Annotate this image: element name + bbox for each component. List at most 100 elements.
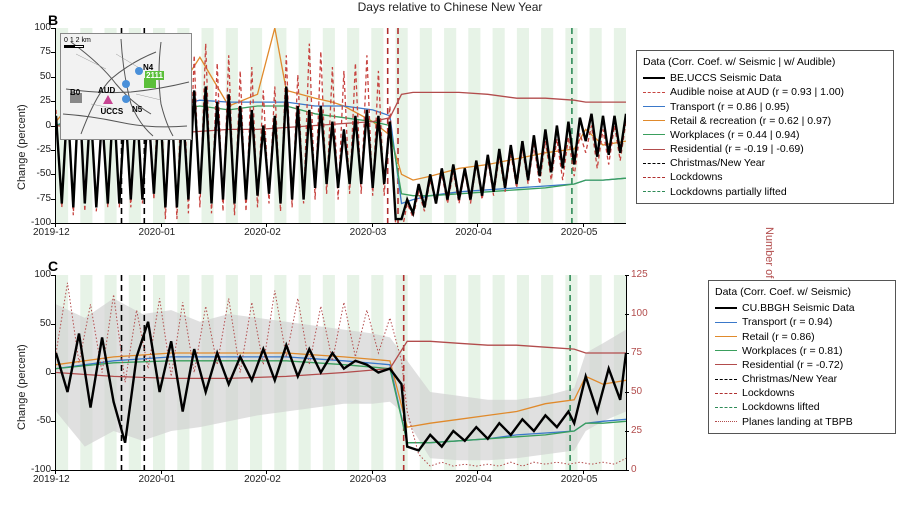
xtick-label: 2020-04 bbox=[455, 474, 492, 485]
ytick-label: -25 bbox=[21, 144, 51, 155]
legend-row: Transport (r = 0.94) bbox=[715, 315, 889, 329]
ytick-label: 25 bbox=[21, 95, 51, 106]
legend-swatch bbox=[643, 149, 665, 150]
xtick-label: 2020-03 bbox=[350, 474, 387, 485]
legend-label: Residential (r = -0.19 | -0.69) bbox=[670, 142, 804, 156]
legend-label: Workplaces (r = 0.81) bbox=[742, 344, 842, 358]
xtick-label: 2020-04 bbox=[455, 227, 492, 238]
legend-label: Planes landing at TBPB bbox=[742, 415, 853, 429]
legend-swatch bbox=[643, 163, 665, 164]
ytick2-label: 25 bbox=[631, 425, 642, 436]
legend-label: Retail & recreation (r = 0.62 | 0.97) bbox=[670, 114, 831, 128]
legend-label: Transport (r = 0.94) bbox=[742, 315, 832, 329]
ytick2-label: 125 bbox=[631, 269, 648, 280]
map-station-UCCS bbox=[103, 95, 113, 104]
legend-label: Lockdowns partially lifted bbox=[670, 185, 787, 199]
panel-b-legend: Data (Corr. Coef. w/ Seismic | w/ Audibl… bbox=[636, 50, 894, 204]
legend-swatch bbox=[715, 307, 737, 309]
legend-row: Retail & recreation (r = 0.62 | 0.97) bbox=[643, 114, 887, 128]
ytick-label: 0 bbox=[21, 367, 51, 378]
legend-swatch bbox=[643, 120, 665, 121]
legend-swatch bbox=[715, 322, 737, 323]
ytick2-label: 50 bbox=[631, 386, 642, 397]
map-scale-bar bbox=[64, 45, 84, 48]
legend-row: Lockdowns bbox=[715, 386, 889, 400]
panel-b-legend-title: Data (Corr. Coef. w/ Seismic | w/ Audibl… bbox=[643, 55, 887, 69]
legend-label: Transport (r = 0.86 | 0.95) bbox=[670, 100, 789, 114]
ytick-label: 0 bbox=[21, 120, 51, 131]
legend-swatch bbox=[715, 336, 737, 337]
legend-row: Residential (r = -0.72) bbox=[715, 358, 889, 372]
legend-label: Retail (r = 0.86) bbox=[742, 330, 815, 344]
legend-row: Workplaces (r = 0.44 | 0.94) bbox=[643, 128, 887, 142]
ytick-label: 75 bbox=[21, 46, 51, 57]
legend-swatch bbox=[715, 379, 737, 380]
ytick-label: 50 bbox=[21, 318, 51, 329]
legend-swatch bbox=[643, 106, 665, 107]
figure-root: Days relative to Chinese New Year B Chan… bbox=[0, 0, 900, 507]
legend-label: Residential (r = -0.72) bbox=[742, 358, 843, 372]
legend-swatch bbox=[643, 134, 665, 135]
ytick-label: 100 bbox=[21, 269, 51, 280]
legend-swatch bbox=[715, 421, 737, 422]
ytick2-label: 0 bbox=[631, 464, 637, 475]
legend-row: Lockdowns bbox=[643, 170, 887, 184]
map-station-label: 2111 bbox=[145, 71, 164, 80]
ytick2-label: 100 bbox=[631, 308, 648, 319]
legend-label: Christmas/New Year bbox=[670, 156, 765, 170]
xtick-label: 2020-02 bbox=[244, 474, 281, 485]
legend-row: Lockdowns partially lifted bbox=[643, 185, 887, 199]
xtick-label: 2020-02 bbox=[244, 227, 281, 238]
ytick-label: -50 bbox=[21, 168, 51, 179]
legend-row: Planes landing at TBPB bbox=[715, 415, 889, 429]
map-station-label: UCCS bbox=[101, 107, 124, 116]
ytick-label: 50 bbox=[21, 71, 51, 82]
panel-b-inset-map: 0 1 2 km N4AUDUCCSN52111B0 bbox=[60, 33, 192, 140]
ytick-label: 100 bbox=[21, 22, 51, 33]
ytick-label: -50 bbox=[21, 415, 51, 426]
legend-label: BE.UCCS Seismic Data bbox=[670, 71, 781, 85]
legend-swatch bbox=[643, 77, 665, 79]
xtick-label: 2019-12 bbox=[33, 474, 70, 485]
legend-swatch bbox=[643, 92, 665, 93]
legend-label: Audible noise at AUD (r = 0.93 | 1.00) bbox=[670, 85, 844, 99]
xtick-label: 2020-05 bbox=[561, 227, 598, 238]
panel-c-legend: Data (Corr. Coef. w/ Seismic) CU.BBGH Se… bbox=[708, 280, 896, 434]
legend-label: CU.BBGH Seismic Data bbox=[742, 301, 855, 315]
legend-swatch bbox=[643, 177, 665, 178]
top-subtitle: Days relative to Chinese New Year bbox=[358, 0, 543, 14]
legend-row: Residential (r = -0.19 | -0.69) bbox=[643, 142, 887, 156]
xtick-label: 2019-12 bbox=[33, 227, 70, 238]
panel-c-plot bbox=[55, 275, 627, 471]
map-station-label: N5 bbox=[132, 105, 142, 114]
legend-row: Workplaces (r = 0.81) bbox=[715, 344, 889, 358]
legend-row: Lockdowns lifted bbox=[715, 400, 889, 414]
ytick-label: -75 bbox=[21, 193, 51, 204]
map-scale-label: 0 1 2 km bbox=[64, 37, 91, 44]
legend-swatch bbox=[715, 364, 737, 365]
map-station-label: B0 bbox=[70, 88, 80, 97]
legend-label: Lockdowns bbox=[670, 170, 723, 184]
xtick-label: 2020-01 bbox=[139, 227, 176, 238]
panel-c-legend-title: Data (Corr. Coef. w/ Seismic) bbox=[715, 285, 889, 299]
legend-label: Workplaces (r = 0.44 | 0.94) bbox=[670, 128, 799, 142]
legend-label: Lockdowns bbox=[742, 386, 795, 400]
legend-row: Christmas/New Year bbox=[643, 156, 887, 170]
legend-swatch bbox=[715, 407, 737, 408]
legend-label: Lockdowns lifted bbox=[742, 400, 820, 414]
legend-row: CU.BBGH Seismic Data bbox=[715, 301, 889, 315]
map-station-N4 bbox=[135, 67, 143, 75]
legend-row: BE.UCCS Seismic Data bbox=[643, 71, 887, 85]
legend-row: Retail (r = 0.86) bbox=[715, 330, 889, 344]
legend-swatch bbox=[715, 350, 737, 351]
legend-row: Transport (r = 0.86 | 0.95) bbox=[643, 100, 887, 114]
xtick-label: 2020-03 bbox=[350, 227, 387, 238]
legend-swatch bbox=[643, 191, 665, 192]
legend-row: Christmas/New Year bbox=[715, 372, 889, 386]
ytick2-label: 75 bbox=[631, 347, 642, 358]
xtick-label: 2020-05 bbox=[561, 474, 598, 485]
xtick-label: 2020-01 bbox=[139, 474, 176, 485]
map-station-label: AUD bbox=[98, 86, 115, 95]
legend-swatch bbox=[715, 393, 737, 394]
legend-row: Audible noise at AUD (r = 0.93 | 1.00) bbox=[643, 85, 887, 99]
